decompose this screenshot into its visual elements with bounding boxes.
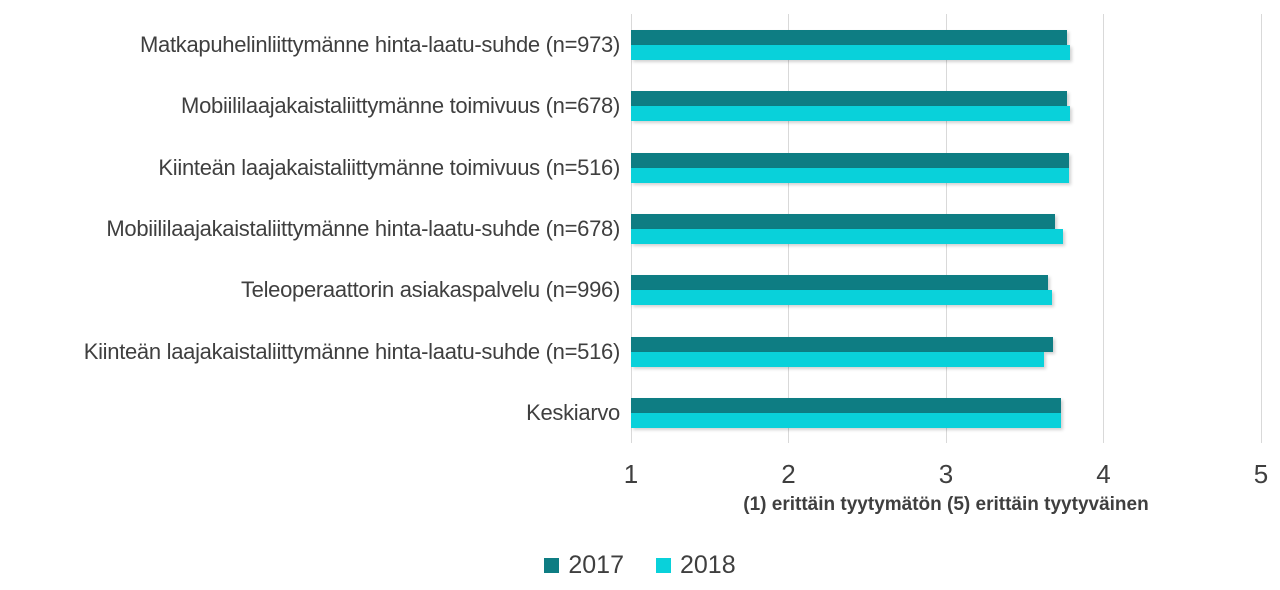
- bar-2018: [631, 45, 1071, 60]
- x-axis-label: (1) erittäin tyytymätön (5) erittäin tyy…: [743, 494, 1149, 515]
- x-tick-label: 3: [938, 459, 954, 489]
- bar-2018: [631, 413, 1061, 429]
- tick-layer: 1 2 3 4 5: [0, 461, 1280, 491]
- bar-2018: [631, 229, 1063, 245]
- legend: 2017 2018: [0, 549, 1280, 581]
- category-label: Matkapuhelinliittymänne hinta-laatu-suhd…: [140, 32, 620, 57]
- bar-2017: [631, 30, 1068, 45]
- x-tick-label: 5: [1253, 459, 1269, 489]
- legend-swatch: [656, 557, 671, 573]
- bar-2018: [631, 290, 1052, 306]
- bar-2018: [631, 351, 1044, 367]
- chart-row: Kiinteän laajakaistaliittymänne hinta-la…: [0, 336, 1280, 367]
- legend-item-2017: 2017: [544, 551, 624, 580]
- x-tick-label: 4: [1096, 459, 1111, 489]
- chart-row: Kiinteän laajakaistaliittymänne toimivuu…: [0, 152, 1280, 183]
- gridline: [1103, 14, 1104, 443]
- bar-2017: [631, 275, 1049, 291]
- bar-group: [631, 214, 1261, 245]
- legend-label: 2017: [568, 550, 624, 579]
- bar-2017: [631, 152, 1069, 168]
- bar-group: [631, 398, 1261, 429]
- category-label: Kiinteän laajakaistaliittymänne toimivuu…: [158, 154, 620, 180]
- category-label: Mobiililaajakaistaliittymänne toimivuus …: [181, 93, 620, 119]
- legend-item-2018: 2018: [656, 551, 736, 580]
- bar-group: [631, 30, 1261, 60]
- x-tick-label: 2: [781, 459, 796, 489]
- chart-row: Keskiarvo: [0, 398, 1280, 429]
- bar-group: [631, 152, 1261, 183]
- bar-group: [631, 275, 1261, 306]
- legend-label: 2018: [680, 550, 736, 579]
- bar-group: [631, 336, 1261, 367]
- chart-row: Mobiililaajakaistaliittymänne toimivuus …: [0, 91, 1280, 122]
- bar-2017: [631, 398, 1061, 414]
- category-label: Keskiarvo: [526, 400, 620, 426]
- gridline: [1260, 14, 1262, 443]
- bar-2017: [631, 214, 1055, 230]
- bar-2017: [631, 336, 1054, 352]
- legend-swatch: [544, 557, 560, 573]
- bar-2017: [631, 91, 1068, 107]
- category-label: Kiinteän laajakaistaliittymänne hinta-la…: [83, 338, 621, 364]
- bar-2018: [631, 167, 1069, 183]
- chart-row: Matkapuhelinliittymänne hinta-laatu-suhd…: [0, 30, 1280, 60]
- category-label: Teleoperaattorin asiakaspalvelu (n=996): [240, 277, 620, 303]
- x-tick-label: 1: [623, 459, 639, 489]
- bar-group: [631, 91, 1261, 122]
- chart-row: Mobiililaajakaistaliittymänne hinta-laat…: [0, 214, 1280, 245]
- category-label: Mobiililaajakaistaliittymänne hinta-laat…: [106, 216, 620, 242]
- bar-2018: [631, 106, 1071, 122]
- chart-row: Teleoperaattorin asiakaspalvelu (n=996): [0, 275, 1280, 306]
